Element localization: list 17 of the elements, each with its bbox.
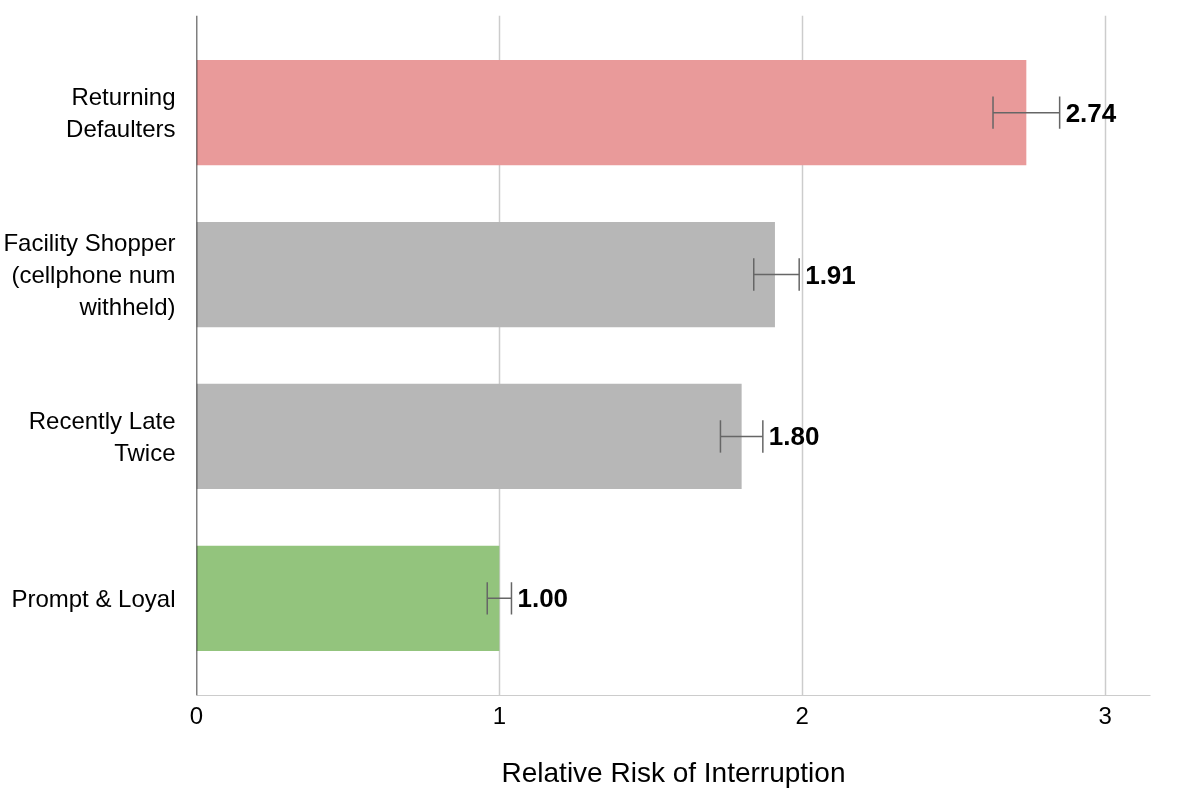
bar (196, 221, 775, 328)
y-tick-label: Recently Late Twice (28, 406, 176, 467)
data-label: 1.91 (805, 259, 856, 290)
bar (196, 383, 742, 490)
x-axis-title: Relative Risk of Interruption (501, 756, 846, 788)
data-label: 2.74 (1065, 97, 1117, 128)
y-tick-label: Facility Shopper (cellphone num withheld) (3, 228, 176, 321)
data-label: 1.00 (517, 583, 569, 614)
y-tick-label: Prompt & Loyal (11, 584, 176, 612)
y-tick-label: Returning Defaulters (66, 82, 176, 143)
x-tick-label: 0 (189, 701, 204, 729)
x-tick-label: 3 (1098, 701, 1112, 729)
x-tick-label: 1 (492, 701, 507, 729)
bar (196, 545, 500, 651)
data-label: 1.80 (768, 421, 820, 452)
x-tick-label: 2 (795, 701, 809, 729)
bar (196, 60, 1027, 166)
